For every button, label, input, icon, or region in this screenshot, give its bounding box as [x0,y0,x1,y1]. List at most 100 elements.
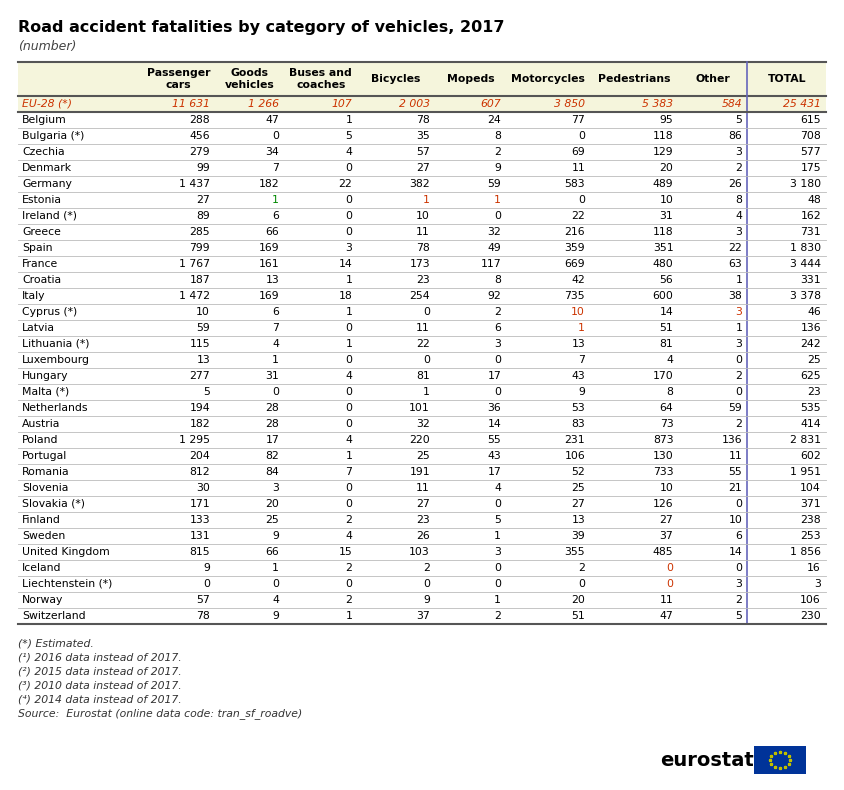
Text: 35: 35 [416,131,430,141]
Text: 238: 238 [800,515,821,525]
Text: 733: 733 [652,467,674,477]
Text: 187: 187 [190,275,210,285]
Text: 3: 3 [345,243,352,253]
Text: 7: 7 [345,467,352,477]
Bar [18,240,826,256]
Text: 0: 0 [494,563,501,573]
Text: 14: 14 [487,419,501,429]
Text: 27: 27 [416,499,430,509]
Text: Sweden: Sweden [22,531,65,541]
Text: 9: 9 [494,163,501,173]
Text: 136: 136 [722,435,743,445]
Text: 1 856: 1 856 [790,547,821,557]
Text: 5: 5 [203,387,210,397]
Text: 55: 55 [728,467,743,477]
Text: 0: 0 [345,403,352,413]
Text: 118: 118 [652,131,674,141]
Text: 331: 331 [800,275,821,285]
Text: 5 383: 5 383 [642,99,674,109]
Text: 535: 535 [800,403,821,413]
Text: 25 431: 25 431 [783,99,821,109]
Text: Belgium: Belgium [22,115,67,125]
Text: 359: 359 [565,243,585,253]
Text: 873: 873 [652,435,674,445]
Text: 9: 9 [273,531,279,541]
Text: 2: 2 [345,595,352,605]
Text: (²) 2015 data instead of 2017.: (²) 2015 data instead of 2017. [18,666,181,676]
Text: 46: 46 [807,307,821,317]
Text: 31: 31 [265,371,279,381]
Text: 3: 3 [494,339,501,349]
Text: 57: 57 [197,595,210,605]
Text: 9: 9 [273,611,279,621]
Text: 2: 2 [578,563,585,573]
Text: 0: 0 [423,355,430,365]
Text: Norway: Norway [22,595,63,605]
Text: 2 003: 2 003 [399,99,430,109]
Text: 1: 1 [273,195,279,205]
Text: 30: 30 [197,483,210,493]
Bar [18,576,826,592]
Text: 382: 382 [409,179,430,189]
Text: 16: 16 [807,563,821,573]
Text: 26: 26 [416,531,430,541]
Text: 10: 10 [659,195,674,205]
Text: Lithuania (*): Lithuania (*) [22,339,89,349]
Text: TOTAL: TOTAL [767,74,806,84]
Text: 1: 1 [735,275,743,285]
Text: Czechia: Czechia [22,147,65,157]
Text: 115: 115 [190,339,210,349]
Text: Iceland: Iceland [22,563,62,573]
Text: 104: 104 [800,483,821,493]
Text: (⁴) 2014 data instead of 2017.: (⁴) 2014 data instead of 2017. [18,694,181,704]
Text: 89: 89 [197,211,210,221]
Text: 78: 78 [416,243,430,253]
Text: 13: 13 [265,275,279,285]
Text: 0: 0 [345,419,352,429]
Text: (³) 2010 data instead of 2017.: (³) 2010 data instead of 2017. [18,680,181,690]
Text: 131: 131 [190,531,210,541]
Text: 0: 0 [735,499,743,509]
Text: 9: 9 [203,563,210,573]
Text: 32: 32 [416,419,430,429]
Text: Ireland (*): Ireland (*) [22,211,77,221]
Text: 24: 24 [487,115,501,125]
Text: 182: 182 [258,179,279,189]
Text: 1 830: 1 830 [790,243,821,253]
Text: 37: 37 [660,531,674,541]
Text: 2: 2 [494,147,501,157]
Text: 731: 731 [800,227,821,237]
Text: Finland: Finland [22,515,61,525]
Text: 8: 8 [494,275,501,285]
Text: 57: 57 [416,147,430,157]
Text: 254: 254 [409,291,430,301]
Text: 3: 3 [814,579,821,589]
Text: 1: 1 [735,323,743,333]
Text: 4: 4 [345,435,352,445]
Text: 5: 5 [494,515,501,525]
Text: 3 850: 3 850 [554,99,585,109]
Text: 0: 0 [345,483,352,493]
Text: 1: 1 [494,531,501,541]
Text: 86: 86 [728,131,743,141]
Text: 78: 78 [197,611,210,621]
Text: 59: 59 [487,179,501,189]
Text: 0: 0 [203,579,210,589]
Text: 106: 106 [565,451,585,461]
Text: 0: 0 [735,355,743,365]
Text: 0: 0 [494,499,501,509]
Text: 11: 11 [416,483,430,493]
Text: 285: 285 [190,227,210,237]
Text: 78: 78 [416,115,430,125]
Text: Cyprus (*): Cyprus (*) [22,307,78,317]
Bar [18,464,826,480]
Bar [18,384,826,400]
Text: 11: 11 [728,451,743,461]
Text: 103: 103 [409,547,430,557]
Text: 73: 73 [660,419,674,429]
Text: 7: 7 [273,163,279,173]
Text: 0: 0 [345,355,352,365]
Text: 3: 3 [735,227,743,237]
Bar [18,224,826,240]
Text: 3: 3 [273,483,279,493]
